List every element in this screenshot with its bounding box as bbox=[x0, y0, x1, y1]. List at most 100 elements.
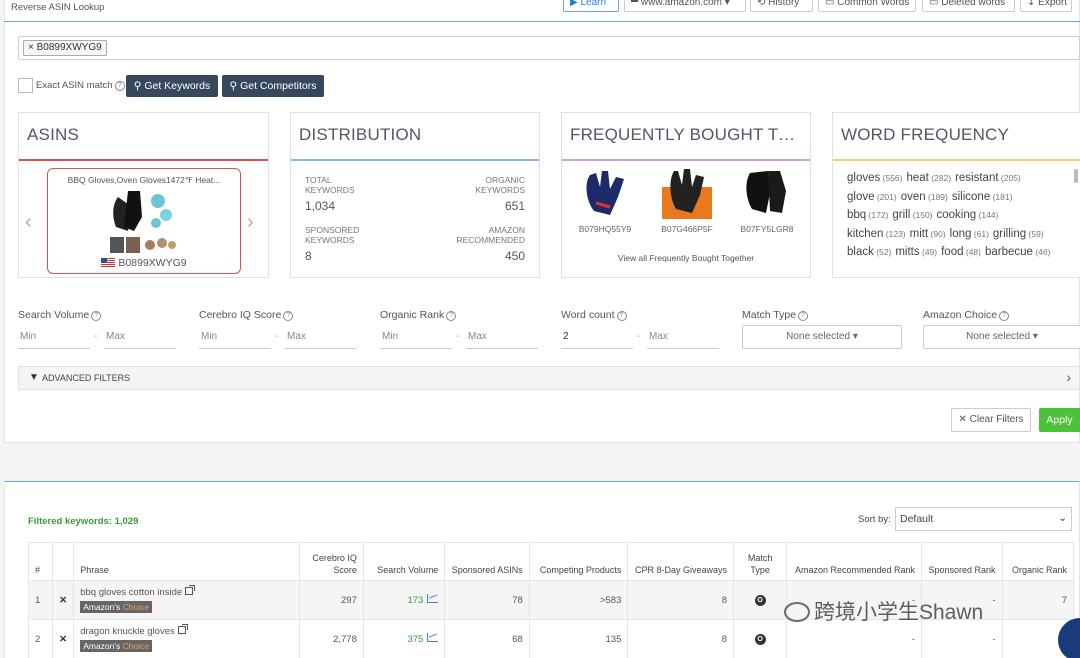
view-all-fbt-link[interactable]: View all Frequently Bought Together bbox=[617, 253, 755, 263]
column-header[interactable]: Sponsored Rank bbox=[921, 542, 1003, 581]
match-type-select[interactable]: None selected ▾ bbox=[742, 325, 902, 349]
card-title: WORD FREQUENCY bbox=[841, 125, 1010, 144]
card-title: ASINS bbox=[27, 125, 80, 144]
column-header[interactable]: Organic Rank bbox=[1001, 542, 1074, 581]
word-frequency-row: bbq (172) grill (150) cooking (144) bbox=[847, 206, 1068, 225]
word-frequency-item[interactable]: mitt (90) bbox=[909, 227, 946, 240]
word-frequency-item[interactable]: gloves (556) bbox=[847, 172, 903, 184]
delete-icon[interactable]: ✕ bbox=[52, 619, 75, 658]
word-frequency-item[interactable]: glove (201) bbox=[847, 190, 897, 203]
common-words-button[interactable]: ▭ Common Words bbox=[818, 0, 916, 12]
us-flag-icon bbox=[101, 258, 116, 267]
marketplace-select[interactable]: ▀ www.amazon.com ▾ bbox=[624, 0, 746, 12]
word-frequency-item[interactable]: silicone (181) bbox=[951, 190, 1013, 203]
word-frequency-item[interactable]: heat (282) bbox=[906, 172, 952, 184]
chevron-down-icon: ⌄ bbox=[1058, 512, 1067, 524]
word-frequency-item[interactable]: food (48) bbox=[941, 246, 981, 258]
help-icon[interactable]: ? bbox=[798, 311, 809, 321]
asin-input[interactable] bbox=[18, 36, 1080, 60]
word-frequency-item[interactable]: bbq (172) bbox=[847, 209, 889, 221]
word-frequency-item[interactable]: black (52) bbox=[847, 246, 892, 258]
help-icon[interactable]: ? bbox=[114, 81, 125, 91]
cerebro-iq-min[interactable]: Min bbox=[199, 327, 271, 349]
word-count-max[interactable]: Max bbox=[647, 327, 719, 349]
column-header[interactable]: Phrase bbox=[73, 542, 300, 581]
sort-by-select[interactable]: Default ⌄ bbox=[895, 507, 1072, 531]
phrase-text[interactable]: dragon knuckle gloves bbox=[80, 626, 175, 637]
get-competitors-button[interactable]: ⚲ Get Competitors bbox=[222, 75, 324, 97]
word-frequency-item[interactable]: barbecue (46) bbox=[984, 246, 1051, 258]
asin-product-tile[interactable]: BBQ Gloves,Oven Gloves1472℉ Heat... B089… bbox=[47, 168, 241, 274]
prev-arrow-icon[interactable]: ‹ bbox=[25, 211, 32, 233]
help-icon[interactable]: ? bbox=[446, 311, 457, 321]
get-keywords-button[interactable]: ⚲ Get Keywords bbox=[126, 75, 218, 97]
column-header[interactable]: Amazon Recommended Rank bbox=[786, 542, 923, 581]
remove-tag-icon[interactable]: × bbox=[28, 42, 34, 53]
asins-card: ASINS ‹ › BBQ Gloves,Oven Gloves1472℉ He… bbox=[18, 112, 269, 278]
fbt-item[interactable]: B07FY5LGR8 bbox=[734, 167, 800, 234]
word-frequency-item[interactable]: mitts (49) bbox=[895, 246, 938, 258]
help-icon[interactable]: ? bbox=[283, 311, 294, 321]
external-link-icon[interactable] bbox=[177, 624, 188, 634]
search-volume-min[interactable]: Min bbox=[18, 327, 90, 349]
total-keywords: TOTAL KEYWORDS 1,034 bbox=[305, 175, 355, 213]
advanced-filters-bar[interactable]: ▼ ADVANCED FILTERS › bbox=[18, 366, 1080, 390]
search-volume-max[interactable]: Max bbox=[104, 327, 176, 349]
organic-keywords: ORGANIC KEYWORDS 651 bbox=[475, 175, 525, 213]
organic-rank-min[interactable]: Min bbox=[380, 327, 452, 349]
table-row[interactable]: 2 ✕ dragon knuckle gloves Amazon's Choic… bbox=[27, 619, 1074, 658]
word-frequency-item[interactable]: grilling (59) bbox=[992, 227, 1044, 240]
phrase-text[interactable]: bbq gloves cotton inside bbox=[80, 587, 183, 598]
help-icon[interactable]: ? bbox=[91, 311, 102, 321]
column-header[interactable]: Cerebro IQ Score bbox=[298, 542, 364, 581]
scrollbar[interactable] bbox=[1074, 169, 1078, 183]
column-header[interactable]: CPR 8-Day Giveaways bbox=[627, 542, 734, 581]
word-frequency-item[interactable]: resistant (205) bbox=[955, 172, 1021, 184]
product-image bbox=[586, 171, 624, 215]
word-frequency-item[interactable]: cooking (144) bbox=[936, 209, 999, 221]
organic-rank-max[interactable]: Max bbox=[466, 327, 538, 349]
keywords-table: # Phrase Cerebro IQ Score Search Volume … bbox=[27, 542, 1074, 658]
help-icon[interactable]: ? bbox=[616, 311, 627, 321]
column-header[interactable]: Search Volume bbox=[362, 542, 446, 581]
column-header[interactable]: Match Type bbox=[732, 542, 788, 581]
table-header-row: # Phrase Cerebro IQ Score Search Volume … bbox=[27, 542, 1074, 581]
learn-button[interactable]: ▶ Learn bbox=[563, 0, 619, 12]
fbt-item[interactable]: B079HQ55Y9 bbox=[572, 167, 638, 234]
apply-button[interactable]: Apply bbox=[1039, 408, 1080, 432]
external-link-icon[interactable] bbox=[185, 585, 196, 595]
product-image bbox=[746, 171, 786, 213]
chevron-right-icon: › bbox=[1066, 369, 1071, 385]
export-button[interactable]: ↧ Export bbox=[1020, 0, 1072, 12]
word-frequency-item[interactable]: long (61) bbox=[949, 227, 989, 240]
help-icon[interactable]: ? bbox=[999, 311, 1010, 321]
next-arrow-icon[interactable]: › bbox=[247, 211, 254, 233]
word-count-min[interactable]: 2 bbox=[561, 327, 633, 349]
delete-icon[interactable]: ✕ bbox=[52, 580, 75, 620]
word-frequency-item[interactable]: oven (189) bbox=[900, 190, 948, 203]
column-header[interactable]: # bbox=[27, 542, 54, 581]
exact-match-checkbox[interactable] bbox=[18, 78, 33, 93]
word-frequency-row: kitchen (123) mitt (90) long (61) grilling … bbox=[847, 225, 1068, 244]
exact-match-label: Exact ASIN match? bbox=[36, 80, 125, 91]
cerebro-iq-max[interactable]: Max bbox=[285, 327, 357, 349]
chat-widget-button[interactable] bbox=[1058, 618, 1080, 658]
history-button[interactable]: ⟲ History bbox=[750, 0, 813, 12]
match-type-icon: O bbox=[754, 634, 766, 645]
deleted-words-button[interactable]: ▭ Deleted words bbox=[922, 0, 1015, 12]
column-header[interactable]: Sponsored ASINs bbox=[444, 542, 530, 581]
product-title: BBQ Gloves,Oven Gloves1472℉ Heat... bbox=[67, 175, 221, 185]
trend-chart-icon[interactable] bbox=[427, 594, 439, 603]
word-frequency-item[interactable]: kitchen (123) bbox=[847, 227, 906, 240]
word-frequency-item[interactable]: grill (150) bbox=[892, 209, 933, 221]
column-header[interactable]: Competing Products bbox=[528, 542, 629, 581]
amazon-choice-select[interactable]: None selected ▾ bbox=[923, 325, 1080, 349]
header-divider bbox=[4, 21, 1080, 22]
asin-tag[interactable]: × B0899XWYG9 bbox=[23, 40, 107, 56]
trend-chart-icon[interactable] bbox=[427, 633, 439, 642]
search-icon: ⚲ bbox=[133, 80, 142, 92]
us-flag-icon: ▀ bbox=[631, 0, 639, 8]
clear-filters-button[interactable]: ✕ Clear Filters bbox=[951, 408, 1031, 432]
card-accent bbox=[291, 159, 539, 161]
fbt-item[interactable]: B07G466P5F bbox=[654, 167, 720, 234]
